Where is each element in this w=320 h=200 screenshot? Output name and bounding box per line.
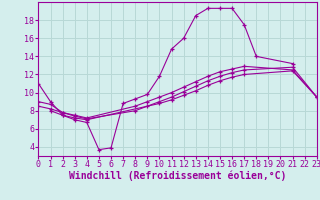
X-axis label: Windchill (Refroidissement éolien,°C): Windchill (Refroidissement éolien,°C) (69, 171, 286, 181)
